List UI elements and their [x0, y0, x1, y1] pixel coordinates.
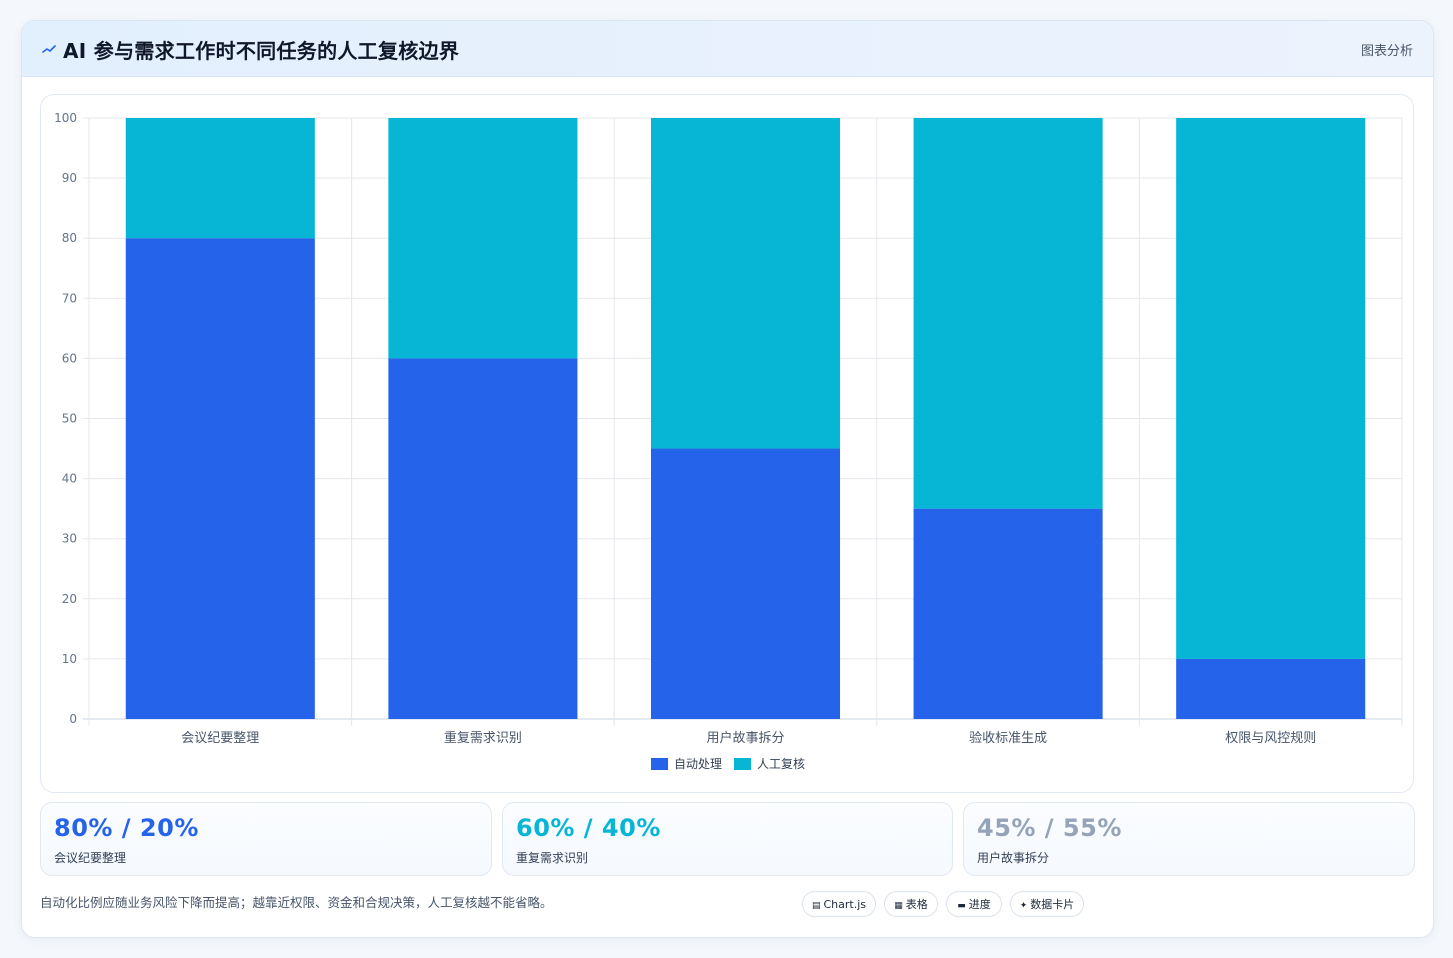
pill-label: Chart.js	[823, 898, 867, 911]
table-icon: ▦	[894, 901, 903, 911]
y-tick-label: 90	[62, 171, 77, 185]
pill-table[interactable]: ▦ 表格	[884, 891, 938, 917]
y-tick-label: 50	[62, 412, 77, 426]
pill-label: 表格	[905, 898, 928, 911]
legend-label: 人工复核	[757, 757, 805, 771]
bar-segment	[388, 358, 578, 719]
bar-segment	[913, 118, 1103, 509]
x-tick-label: 权限与风控规则	[1225, 730, 1316, 746]
stat-label: 会议纪要整理	[54, 851, 127, 865]
y-tick-label: 0	[69, 712, 77, 726]
x-tick-label: 用户故事拆分	[706, 730, 784, 746]
progress-icon: ▬	[957, 901, 966, 911]
card-header: AI 参与需求工作时不同任务的人工复核边界 图表分析	[22, 21, 1433, 77]
footnote-text: 自动化比例应随业务风险下降而提高；越靠近权限、资金和合规决策，人工复核越不能省略…	[40, 895, 553, 910]
bar-segment	[125, 118, 315, 239]
bar-segment	[1176, 118, 1366, 659]
chart-icon: ▤	[811, 901, 821, 911]
bar-segment	[913, 508, 1103, 719]
pill-data-card[interactable]: ✦ 数据卡片	[1010, 891, 1084, 917]
stat-label: 用户故事拆分	[977, 851, 1050, 865]
y-tick-label: 70	[62, 291, 77, 305]
chart-analysis-tag: 图表分析	[1360, 44, 1413, 59]
stat-value: 45% / 55%	[977, 814, 1122, 842]
stacked-bar-chart: 0 10 20 30 40 50 60 70 80 90 100 会议纪要整理 重复需求识别 用户故事拆分…	[54, 111, 1403, 771]
bar-segment	[1176, 658, 1366, 719]
y-tick-label: 40	[62, 472, 77, 486]
x-tick-label: 验收标准生成	[969, 730, 1047, 746]
pill-label: 数据卡片	[1030, 898, 1075, 911]
pill-chartjs[interactable]: ▤ Chart.js	[802, 891, 876, 917]
stat-card-duplicate: 60% / 40% 重复需求识别	[502, 802, 953, 876]
pill-progress[interactable]: ▬ 进度	[946, 891, 1002, 917]
bar-segment	[650, 118, 841, 449]
legend-swatch	[734, 758, 751, 770]
bar-segment	[388, 118, 578, 359]
y-tick-label: 20	[62, 592, 77, 606]
x-tick-label: 会议纪要整理	[181, 731, 259, 746]
stat-value: 80% / 20%	[54, 814, 199, 842]
legend-swatch	[651, 758, 668, 770]
y-tick-label: 80	[62, 231, 77, 245]
sparkle-icon: ✦	[1019, 901, 1028, 911]
y-tick-label: 30	[62, 532, 77, 546]
stat-value: 60% / 40%	[516, 814, 661, 842]
report-card: AI 参与需求工作时不同任务的人工复核边界 图表分析 0 10 20 30 40 50 60…	[21, 20, 1434, 938]
page-title: AI 参与需求工作时不同任务的人工复核边界	[63, 39, 460, 63]
x-tick-label: 重复需求识别	[444, 730, 522, 746]
bar-segment	[125, 238, 315, 719]
legend-label: 自动处理	[674, 757, 722, 771]
stat-card-story: 45% / 55% 用户故事拆分	[963, 802, 1415, 876]
chart-panel: 0 10 20 30 40 50 60 70 80 90 100 会议纪要整理 重复需求识别 用户故事拆分…	[40, 94, 1414, 793]
stat-label: 重复需求识别	[516, 851, 589, 865]
stat-card-meeting: 80% / 20% 会议纪要整理	[40, 802, 492, 876]
y-tick-label: 10	[62, 652, 77, 666]
chart-line-icon	[42, 45, 56, 53]
y-tick-label: 100	[54, 111, 77, 125]
pill-label: 进度	[968, 898, 991, 911]
y-tick-label: 60	[62, 351, 77, 365]
bar-segment	[650, 448, 841, 719]
